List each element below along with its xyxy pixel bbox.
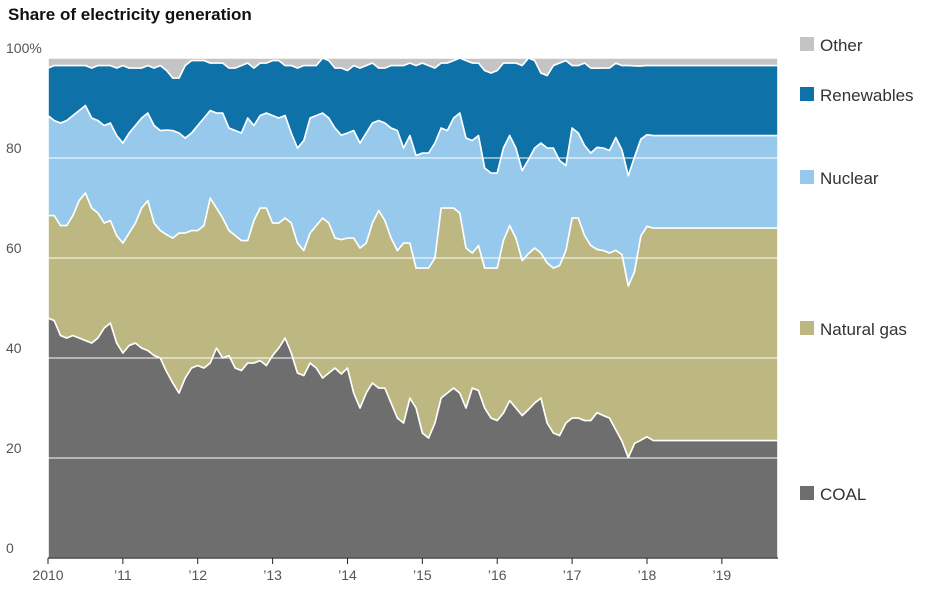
x-tick-label: ’15	[413, 567, 432, 583]
y-tick-label: 40	[6, 340, 22, 356]
legend-label-coal: COAL	[820, 485, 866, 504]
y-tick-label: 80	[6, 140, 22, 156]
legend-swatch-natural-gas	[800, 321, 814, 335]
legend-label-renewables: Renewables	[820, 86, 914, 105]
legend-swatch-other	[800, 37, 814, 51]
gridlines	[48, 57, 778, 459]
x-tick-label: ’14	[338, 567, 357, 583]
x-tick-label: 2010	[32, 567, 63, 583]
area-layer	[47, 57, 779, 559]
y-tick-label: 20	[6, 440, 22, 456]
x-axis: 2010 ’11 ’12 ’13 ’14 ’15 ’16 ’17 ’18 ’19	[32, 557, 778, 583]
x-tick-label: ’19	[713, 567, 732, 583]
y-tick-label: 0	[6, 540, 14, 556]
chart-title: Share of electricity generation	[8, 5, 252, 24]
x-tick-label: ’17	[563, 567, 582, 583]
y-axis-ticks: 0 20 40 60 80 100%	[6, 40, 42, 556]
x-tick-label: ’12	[188, 567, 207, 583]
legend-label-other: Other	[820, 36, 863, 55]
legend-label-natural-gas: Natural gas	[820, 320, 907, 339]
legend-swatch-coal	[800, 486, 814, 500]
x-tick-label: ’18	[638, 567, 657, 583]
x-tick-label: ’13	[263, 567, 282, 583]
x-tick-label: ’16	[488, 567, 507, 583]
legend-label-nuclear: Nuclear	[820, 169, 879, 188]
legend-swatch-nuclear	[800, 170, 814, 184]
x-tick-label: ’11	[114, 567, 132, 583]
y-tick-label: 60	[6, 240, 22, 256]
legend-swatch-renewables	[800, 87, 814, 101]
legend: Other Renewables Nuclear Natural gas COAL	[800, 36, 914, 504]
y-tick-label: 100%	[6, 40, 42, 56]
